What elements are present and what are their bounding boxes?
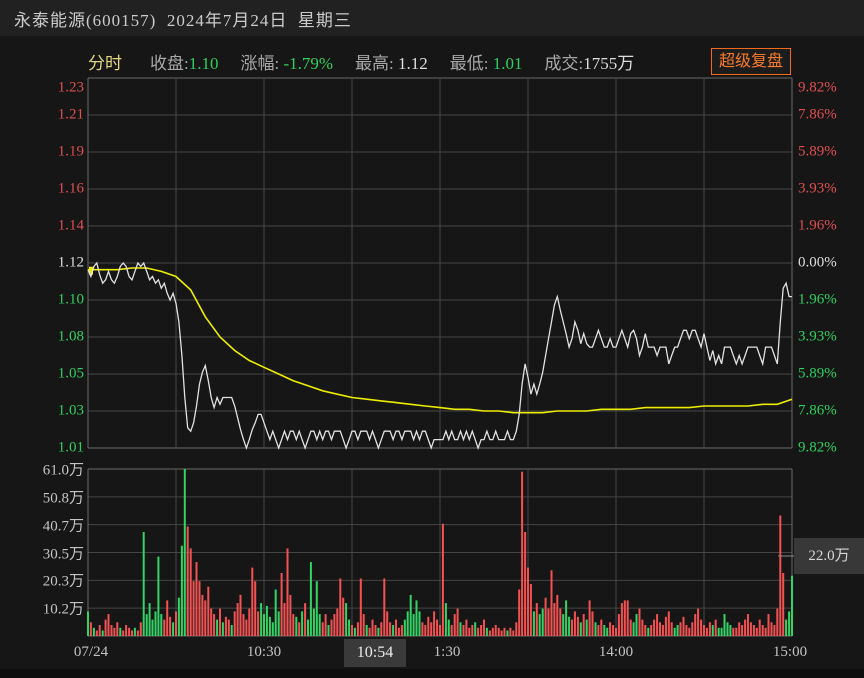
price-axis-label: 1.05 [57, 365, 84, 382]
stats-bar: 分时 收盘:1.10 涨幅: -1.79% 最高: 1.12 最低: 1.01 成交:1… [88, 46, 656, 76]
pct-axis-label: 5.89% [798, 365, 837, 382]
price-axis-label: 1.12 [57, 254, 84, 271]
title-bar: 永泰能源(600157) 2024年7月24日 星期三 [0, 0, 864, 36]
price-axis-label: 1.03 [57, 402, 84, 419]
volume-readout: 22.0万 [794, 538, 864, 574]
crosshair-time-box[interactable]: 10:54 [344, 639, 406, 667]
time-axis-label: 1:30 [433, 644, 461, 660]
stat-low: 最低: 1.01 [449, 53, 523, 73]
pct-axis-label: 1.96% [798, 291, 837, 308]
pct-axis-label: 1.96% [798, 217, 837, 234]
pct-axis-label: 9.82% [798, 79, 837, 96]
pct-axis-label: 3.93% [798, 180, 837, 197]
volume-axis-label: 30.5万 [42, 546, 84, 562]
time-axis-label: 14:00 [598, 644, 634, 660]
stat-change: 涨幅: -1.79% [240, 53, 334, 73]
volume-axis-label: 50.8万 [42, 490, 84, 507]
stock-title: 永泰能源(600157) 2024年7月24日 星期三 [14, 10, 352, 30]
price-axis-label: 1.10 [57, 291, 84, 308]
price-axis-label: 1.19 [57, 143, 84, 160]
volume-axis-label: 40.7万 [42, 518, 84, 535]
pct-axis-label: 5.89% [798, 143, 837, 160]
volume-axis-label: 10.2万 [42, 601, 84, 618]
price-axis-label: 1.14 [57, 217, 84, 234]
time-axis-label: 15:00 [772, 644, 808, 660]
bottom-strip [0, 669, 864, 678]
price-axis-label: 1.23 [57, 79, 84, 96]
time-axis-label: 07/24 [73, 644, 109, 660]
price-axis-label: 1.01 [57, 439, 84, 456]
pct-axis-label: 9.82% [798, 439, 837, 456]
pct-axis-label: 7.86% [798, 106, 837, 123]
price-axis-label: 1.21 [57, 106, 84, 123]
tab-minute-chart[interactable]: 分时 [88, 53, 122, 73]
price-axis-label: 1.08 [57, 328, 84, 345]
replay-button[interactable]: 超级复盘 [711, 48, 791, 75]
pct-axis-label: 3.93% [798, 328, 837, 345]
stat-close: 收盘:1.10 [150, 53, 219, 73]
time-axis-label: 10:30 [246, 644, 282, 660]
stats-items: 收盘:1.10 涨幅: -1.79% 最高: 1.12 最低: 1.01 成交:1755… [150, 49, 656, 74]
volume-axis-label: 61.0万 [42, 462, 84, 479]
pct-axis-label: 0.00% [798, 254, 837, 271]
stat-high: 最高: 1.12 [355, 53, 428, 73]
volume-axis-label: 20.3万 [42, 573, 84, 590]
price-axis-label: 1.16 [57, 180, 84, 197]
stat-turnover: 成交:1755万 [544, 53, 635, 73]
pct-axis-label: 7.86% [798, 402, 837, 419]
